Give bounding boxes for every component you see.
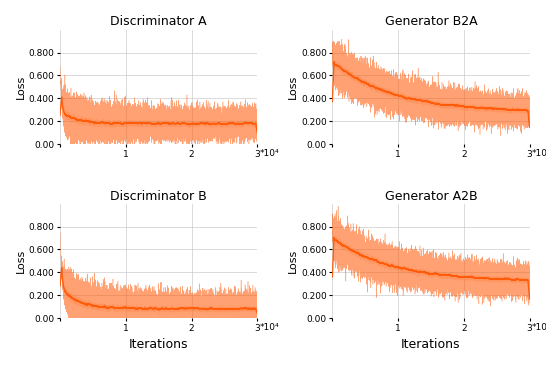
Title: Discriminator A: Discriminator A [110, 16, 207, 28]
Text: *10⁴: *10⁴ [532, 149, 546, 158]
X-axis label: Iterations: Iterations [129, 338, 188, 351]
Text: *10⁴: *10⁴ [259, 323, 279, 332]
Text: *10⁴: *10⁴ [259, 149, 279, 158]
Y-axis label: Loss: Loss [16, 75, 26, 99]
Text: *10⁴: *10⁴ [532, 323, 546, 332]
Title: Generator B2A: Generator B2A [385, 16, 477, 28]
Title: Generator A2B: Generator A2B [385, 189, 477, 202]
Y-axis label: Loss: Loss [288, 75, 298, 99]
Y-axis label: Loss: Loss [288, 249, 298, 273]
X-axis label: Iterations: Iterations [401, 338, 461, 351]
Y-axis label: Loss: Loss [16, 249, 26, 273]
Title: Discriminator B: Discriminator B [110, 189, 207, 202]
